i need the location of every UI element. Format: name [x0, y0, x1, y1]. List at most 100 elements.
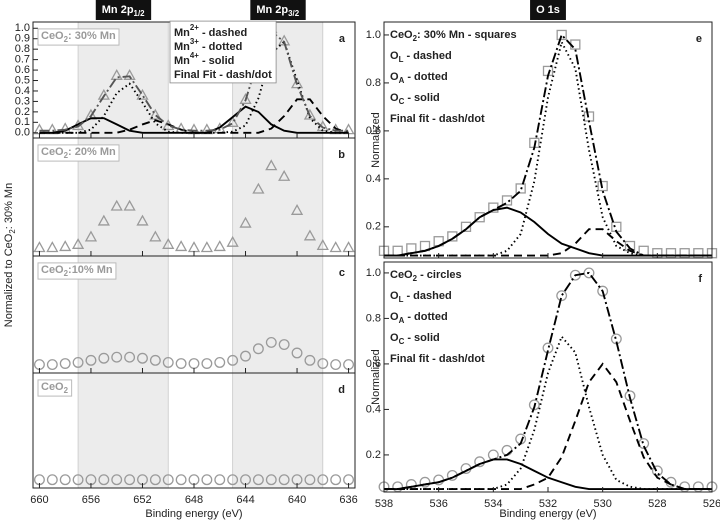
data-marker	[97, 88, 110, 100]
data-marker	[265, 336, 277, 348]
y-tick-label: 0.7	[15, 54, 30, 66]
legend-entry: OA - dotted	[390, 311, 448, 325]
text-part: - circles	[417, 269, 462, 281]
y-tick-label: 0.8	[366, 312, 381, 324]
fit-curve	[384, 271, 712, 490]
legend-entry: Final fit - dash/dot	[390, 353, 485, 365]
region-header: Mn 2p3/2	[256, 4, 299, 18]
fit-curve	[384, 33, 712, 257]
panel-letter: b	[338, 149, 345, 161]
text-part: CeO	[41, 381, 64, 393]
legend-entry: OA - dotted	[390, 71, 448, 85]
data-marker	[329, 241, 342, 253]
panel-label-box	[37, 262, 117, 280]
text-part: CeO	[41, 264, 64, 276]
data-marker	[46, 359, 58, 371]
panel-letter: c	[339, 267, 345, 279]
data-marker	[175, 474, 187, 486]
data-marker	[46, 241, 59, 253]
supscript: 3+	[190, 37, 199, 46]
text-part: CeO	[41, 146, 64, 158]
data-marker	[252, 182, 265, 194]
legend-entry: OC - solid	[390, 332, 440, 346]
fit-curve	[39, 29, 349, 132]
text-part: - dotted	[404, 311, 447, 323]
x-axis-label: Binding energy (eV)	[145, 508, 242, 520]
data-marker	[265, 474, 277, 486]
data-marker	[583, 267, 595, 279]
text-part: O	[390, 290, 399, 302]
data-marker	[59, 122, 72, 134]
data-marker	[597, 180, 608, 192]
data-marker	[226, 115, 239, 127]
y-axis-label: Normalized	[370, 112, 382, 168]
data-marker	[162, 237, 175, 249]
data-marker	[200, 241, 213, 253]
shaded-region	[232, 255, 324, 374]
text-part: Normalized	[370, 349, 382, 405]
subscript: 2	[64, 269, 69, 278]
header-box	[95, 0, 152, 20]
text-part: Mn	[174, 41, 190, 53]
y-tick-label: 0.4	[366, 173, 381, 185]
plot-area	[384, 22, 712, 258]
x-tick-label: 526	[703, 498, 720, 510]
data-marker	[110, 199, 123, 211]
data-marker	[149, 354, 161, 366]
x-axis-label: Binding energy (eV)	[499, 508, 596, 520]
x-tick-label: 538	[375, 498, 393, 510]
legend-entry: OC - solid	[390, 92, 440, 106]
data-marker	[59, 474, 71, 486]
shaded-region	[232, 137, 324, 257]
y-tick-label: 1.0	[15, 22, 30, 34]
text-part: O	[390, 332, 399, 344]
text-part: - dotted	[199, 41, 242, 53]
data-marker	[265, 159, 278, 171]
y-axis-label: Normalized	[370, 349, 382, 405]
x-tick-label: 532	[539, 498, 557, 510]
supscript: 2+	[190, 23, 199, 32]
data-marker	[556, 29, 567, 41]
x-tick-label: 534	[484, 498, 502, 510]
data-marker	[162, 357, 174, 368]
data-marker	[515, 183, 526, 194]
data-marker	[304, 354, 316, 366]
legend-entry: CeO2 - circles	[390, 269, 462, 283]
data-marker	[330, 359, 342, 371]
data-marker	[72, 474, 84, 486]
legend-entry: Final Fit - dash/dot	[174, 69, 272, 81]
fit-curve	[39, 105, 349, 134]
data-marker	[252, 343, 264, 355]
header-box	[250, 0, 306, 20]
panel-label-box	[37, 144, 120, 162]
data-marker	[303, 229, 317, 241]
panel-label: CeO2:10% Mn	[41, 264, 113, 278]
text-part: - solid	[404, 92, 439, 104]
text-part: Mn	[174, 27, 190, 39]
data-marker	[239, 216, 252, 228]
data-marker	[72, 357, 84, 368]
x-tick-label: 640	[288, 494, 306, 506]
data-marker	[149, 230, 162, 242]
text-part: Mn	[174, 55, 190, 67]
text-part: Final fit - dash/dot	[390, 113, 485, 125]
data-marker	[501, 195, 513, 206]
data-marker	[136, 214, 149, 226]
data-marker	[213, 240, 226, 252]
text-part: - dashed	[403, 50, 451, 62]
data-marker	[111, 474, 123, 486]
data-marker	[59, 240, 72, 252]
shaded-region	[77, 372, 169, 489]
text-part: O 1s	[536, 4, 560, 16]
header-box	[530, 0, 566, 20]
y-tick-label: 0.6	[366, 125, 381, 137]
x-tick-label: 660	[30, 494, 48, 506]
region-header: O 1s	[536, 4, 560, 16]
data-marker	[597, 285, 609, 297]
data-marker	[290, 77, 304, 89]
data-marker	[98, 352, 110, 364]
data-marker	[240, 350, 251, 362]
x-tick-label: 644	[236, 494, 254, 506]
